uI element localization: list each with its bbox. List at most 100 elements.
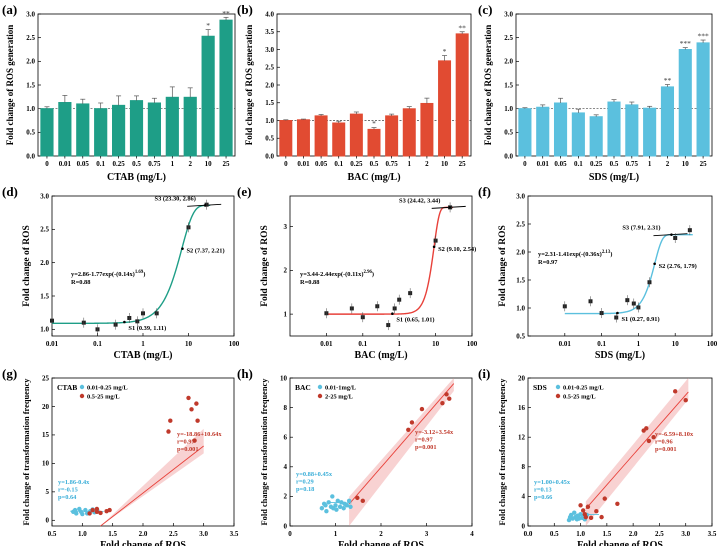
annotation-point bbox=[123, 320, 126, 324]
bar bbox=[660, 86, 675, 157]
significance-mark: ** bbox=[664, 76, 672, 85]
y-tick-label: 6 bbox=[284, 434, 288, 442]
y-tick-label: 0.5 bbox=[265, 135, 274, 143]
data-point bbox=[599, 514, 604, 520]
annotation-point bbox=[391, 312, 394, 315]
x-tick-label: 0.5 bbox=[550, 530, 559, 538]
bar bbox=[332, 122, 346, 157]
annotation-label: S3 (7.91, 2.31) bbox=[622, 225, 660, 232]
significance-mark: * bbox=[206, 21, 210, 30]
x-tick-label: 1 bbox=[408, 160, 412, 168]
x-tick-label: 1 bbox=[648, 160, 652, 168]
panel-b: (b) 0.0 0.5 1.0 1.5 2.0 2.5 3.0 3.5 4.0 BAC (mg/L)… bbox=[237, 2, 472, 183]
y-axis-label: Fold change of ROS generation bbox=[244, 25, 254, 146]
bar bbox=[589, 116, 603, 157]
data-point bbox=[166, 429, 171, 434]
fit-line bbox=[585, 391, 689, 510]
y-tick-label: 2.5 bbox=[516, 220, 525, 228]
fit-curve bbox=[52, 204, 211, 325]
y-tick-label: 2.0 bbox=[504, 58, 513, 66]
data-point bbox=[588, 515, 594, 521]
y-tick-label: 1.0 bbox=[26, 105, 35, 113]
data-point bbox=[615, 501, 620, 506]
bar bbox=[58, 102, 72, 157]
data-point bbox=[683, 398, 688, 403]
annotation-point bbox=[181, 247, 184, 250]
x-tick-label: 2.5 bbox=[169, 530, 178, 538]
x-tick-label: 0.01 bbox=[59, 160, 72, 168]
data-point bbox=[192, 438, 197, 443]
x-tick-label: 0.1 bbox=[334, 160, 343, 168]
y-tick-label: 2.0 bbox=[26, 58, 35, 66]
panel-label: (g) bbox=[2, 366, 17, 381]
data-point bbox=[72, 507, 78, 513]
y-tick-label: 1.0 bbox=[516, 304, 525, 312]
data-point bbox=[346, 498, 352, 504]
significance-mark: *** bbox=[697, 32, 709, 41]
y-tick-label: 0 bbox=[46, 517, 50, 525]
confidence-band bbox=[585, 378, 689, 526]
bar bbox=[147, 102, 161, 157]
y-tick-label: 8 bbox=[522, 463, 526, 471]
x-axis-label: SDS (mg/L) bbox=[589, 172, 639, 183]
data-point bbox=[409, 420, 415, 425]
x-tick-label: 0 bbox=[523, 160, 527, 168]
x-tick-label: 0.25 bbox=[590, 160, 603, 168]
x-axis-label: BAC (mg/L) bbox=[354, 350, 407, 361]
x-tick-label: 0.1 bbox=[358, 340, 367, 348]
data-point bbox=[572, 510, 577, 515]
y-tick-label: 2 bbox=[284, 493, 288, 501]
annotation-point bbox=[616, 311, 619, 315]
x-tick-label: 1.0 bbox=[576, 530, 585, 538]
x-tick-label: 0.01 bbox=[297, 160, 310, 168]
x-tick-label: 1 bbox=[637, 340, 641, 348]
bar bbox=[385, 115, 399, 157]
x-tick-label: 0.1 bbox=[597, 340, 606, 348]
bar bbox=[420, 102, 434, 157]
y-axis-label: Fold change of transformation frequency bbox=[498, 378, 507, 526]
x-axis-label: CTAB (mg/L) bbox=[114, 350, 173, 361]
x-tick-label: 0.25 bbox=[112, 160, 125, 168]
x-tick-label: 0.5 bbox=[48, 530, 57, 538]
y-tick-label: 1.5 bbox=[40, 292, 49, 300]
y-tick-label: 0 bbox=[284, 522, 288, 530]
confidence-band bbox=[349, 378, 454, 526]
x-tick-label: 0.75 bbox=[148, 160, 161, 168]
annotation-label: S3 (23.30, 2.86) bbox=[155, 195, 196, 202]
x-tick-label: 0.1 bbox=[93, 340, 102, 348]
y-tick-label: 4 bbox=[522, 493, 526, 501]
y-tick-label: 2.0 bbox=[40, 259, 49, 267]
legend-label: 0.01-0.25 mg/L bbox=[87, 384, 128, 391]
panel-label: (d) bbox=[2, 184, 18, 199]
fit-text-low: p=0.66 bbox=[534, 494, 553, 501]
y-tick-label: 3.0 bbox=[40, 192, 49, 200]
fit-text-low: r=0.13 bbox=[534, 487, 552, 494]
x-tick-label: 10 bbox=[682, 160, 690, 168]
y-axis-label: Fold change of transformation frequency bbox=[260, 378, 269, 526]
x-tick-label: 0.01 bbox=[537, 160, 550, 168]
x-tick-label: 2 bbox=[425, 160, 429, 168]
x-tick-label: 10 bbox=[205, 160, 213, 168]
fit-text-high: r=0.96 bbox=[655, 439, 673, 446]
bar bbox=[94, 108, 108, 157]
data-point bbox=[90, 507, 95, 513]
data-point bbox=[646, 438, 652, 444]
x-axis-label: Fold change of ROS bbox=[100, 540, 186, 546]
y-tick-label: 2.0 bbox=[516, 248, 525, 256]
data-point bbox=[107, 507, 112, 513]
x-tick-label: 10 bbox=[441, 160, 449, 168]
x-tick-label: 10 bbox=[672, 340, 680, 348]
data-point bbox=[406, 427, 411, 432]
plot-frame bbox=[51, 377, 235, 527]
data-point bbox=[74, 511, 79, 516]
annotation-point bbox=[203, 204, 207, 207]
significance-mark: ** bbox=[458, 23, 466, 32]
x-tick-label: 4 bbox=[470, 530, 474, 538]
data-point bbox=[360, 498, 365, 504]
data-point bbox=[348, 504, 353, 509]
y-tick-label: 10 bbox=[280, 374, 288, 382]
data-point bbox=[567, 514, 573, 520]
x-tick-label: 3.0 bbox=[199, 530, 208, 538]
bar bbox=[129, 100, 144, 157]
x-tick-label: 25 bbox=[700, 160, 708, 168]
